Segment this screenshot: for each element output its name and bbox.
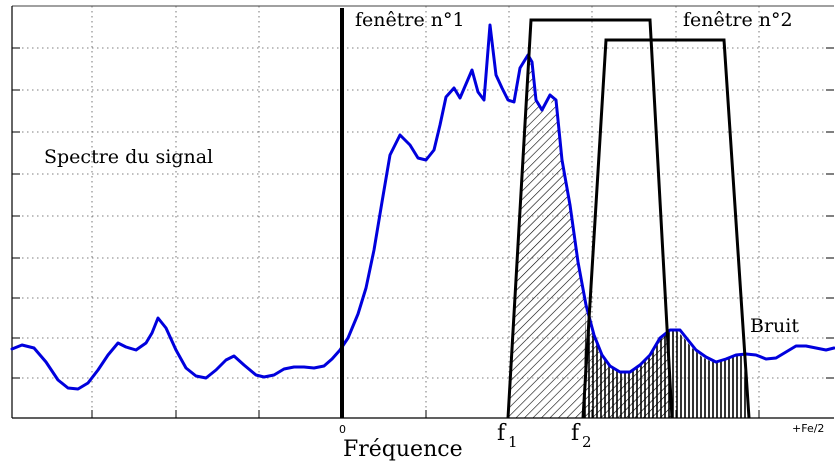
f1-sub: 1 <box>508 433 518 451</box>
signal-spectrum-curve <box>10 23 835 391</box>
window1-label: fenêtre n°1 <box>355 9 465 31</box>
f1-marker-label: f 1 <box>497 421 518 451</box>
f1-main: f <box>497 421 507 446</box>
x-end-label: +Fe/2 <box>792 422 824 435</box>
window1-overlap-hatch <box>508 60 672 418</box>
f2-main: f <box>571 421 581 446</box>
plot-frame <box>11 5 834 419</box>
axis-ticks <box>12 47 834 418</box>
window2-shape <box>581 38 751 419</box>
window2-label: fenêtre n°2 <box>683 9 793 31</box>
x-zero-label: 0 <box>339 423 346 436</box>
window1-shape <box>506 18 674 419</box>
noise-label: Bruit <box>750 315 799 337</box>
f2-marker-label: f 2 <box>571 421 592 451</box>
window2-noise-hatch <box>583 305 750 418</box>
x-axis-label: Fréquence <box>343 437 463 461</box>
spectrum-label: Spectre du signal <box>44 146 213 168</box>
grid <box>12 6 834 418</box>
f2-sub: 2 <box>582 433 592 451</box>
